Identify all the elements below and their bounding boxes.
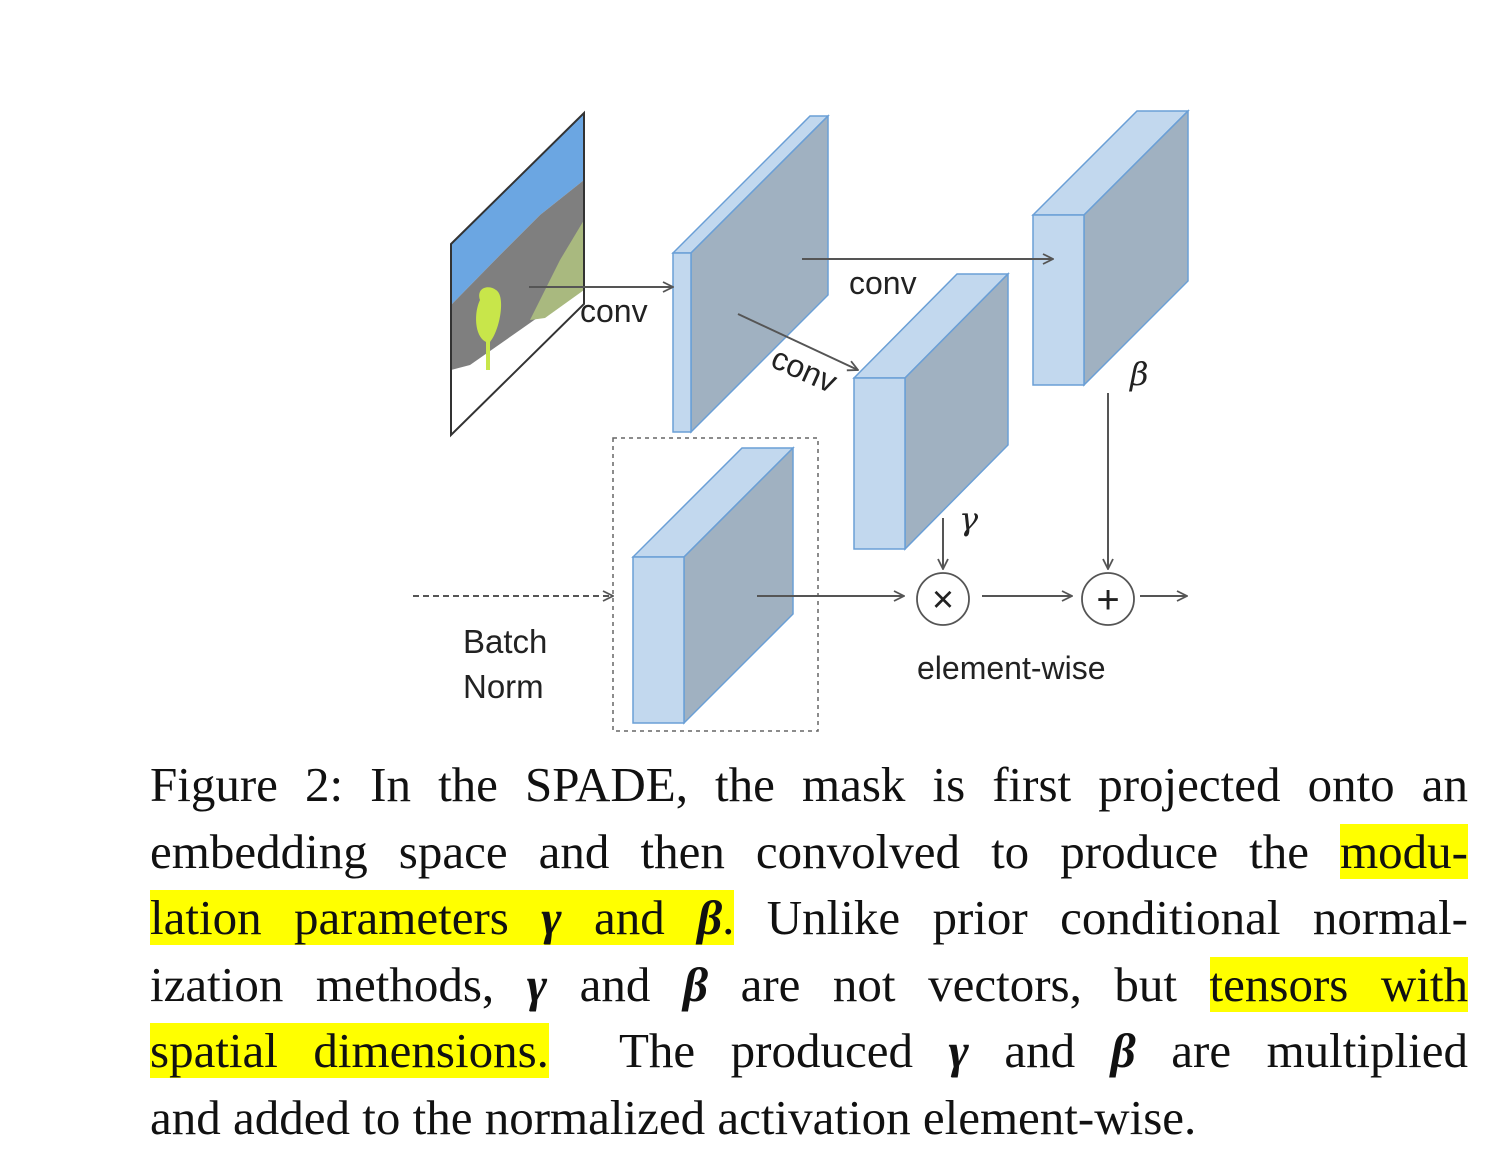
caption-highlight: spatial dimensions. [150, 1023, 549, 1078]
gamma-symbol: γ [526, 956, 548, 1012]
conv-label-left: conv [580, 293, 648, 329]
conv-label-diagonal: conv [766, 340, 842, 400]
caption-line-4: ization methods, γ and β are not vectors… [150, 952, 1468, 1019]
batch-norm-dashed-box [612, 437, 819, 732]
figure-caption: Figure 2: In the SPADE, the mask is firs… [150, 752, 1468, 1151]
segmentation-mask-image [450, 110, 585, 438]
caption-line-6: and added to the normalized activation e… [150, 1089, 1197, 1145]
caption-highlight: tensors with [1209, 956, 1468, 1012]
beta-symbol: β [1110, 1023, 1136, 1078]
add-symbol: + [1096, 578, 1119, 622]
conv-label-top: conv [849, 265, 917, 301]
embedding-block [671, 114, 830, 434]
caption-line-2: embedding space and then convolved to pr… [150, 819, 1468, 886]
caption-highlight: modu- [1340, 823, 1468, 879]
caption-line-3: lation parameters γ and β. Unlike prior … [150, 885, 1468, 952]
add-operator: + [1081, 572, 1135, 626]
caption-text: The produced [548, 1023, 949, 1078]
gamma-symbol: γ [541, 890, 562, 945]
gamma-label: γ [959, 500, 979, 538]
caption-text: embedding space and then convolved to pr… [150, 823, 1341, 879]
caption-highlight-text: . [722, 890, 735, 945]
caption-text: and [968, 1023, 1111, 1078]
caption-highlight: lation parameters γ and β. [150, 890, 735, 945]
multiply-symbol: × [932, 579, 954, 621]
spade-diagram: × + conv conv conv β γ Batch Norm elemen… [413, 109, 1190, 732]
caption-highlight-text: and [561, 890, 698, 945]
gamma-block [852, 272, 1010, 551]
element-wise-label: element-wise [917, 650, 1106, 686]
caption-text: Unlike prior conditional normal- [734, 890, 1468, 945]
caption-text: are multiplied [1135, 1023, 1468, 1078]
caption-highlight-text: lation parameters [150, 890, 542, 945]
gamma-symbol: γ [948, 1023, 969, 1078]
batch-label: Batch [463, 623, 547, 660]
caption-line-1: Figure 2: In the SPADE, the mask is firs… [150, 757, 1468, 812]
beta-symbol: β [682, 956, 709, 1012]
arrow-embedding-to-gamma [737, 313, 858, 370]
beta-symbol: β [697, 890, 723, 945]
normalized-activation-block [631, 446, 795, 725]
caption-text: ization methods, [150, 956, 527, 1012]
caption-line-5: spatial dimensions. The produced γ and β… [150, 1018, 1468, 1085]
beta-label: β [1129, 355, 1149, 393]
beta-block [1031, 109, 1190, 387]
caption-text: and [547, 956, 683, 1012]
norm-label: Norm [463, 668, 544, 705]
multiply-operator: × [916, 572, 970, 626]
caption-text: are not vectors, but [708, 956, 1210, 1012]
